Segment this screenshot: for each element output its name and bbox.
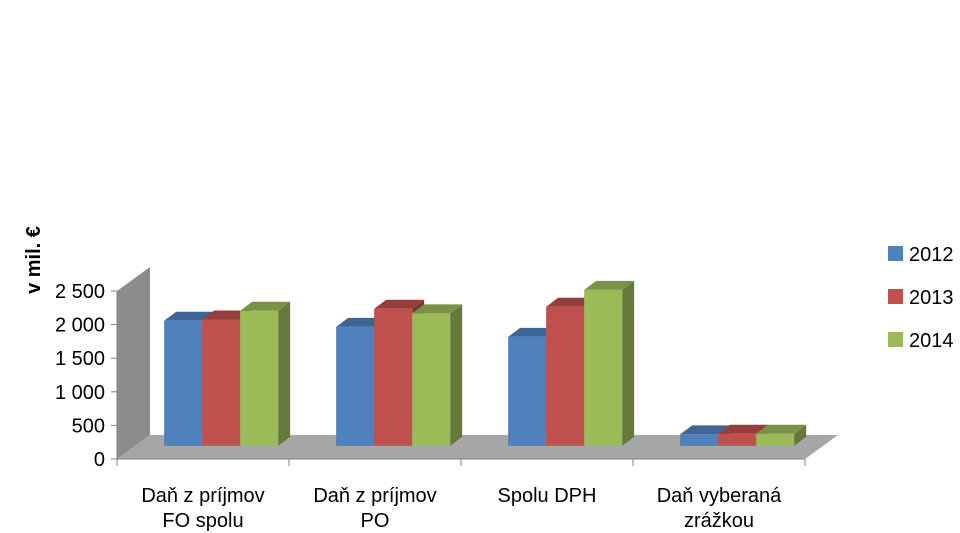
bar-top-face [202,310,253,320]
category-label: Daň vyberaná zrážkou [657,485,782,532]
bar-top-face [164,311,215,321]
chart-axes [111,290,806,466]
bar-top-face [336,317,387,327]
bar-front-face [202,319,241,446]
bar-top-face [680,425,731,435]
bar-top-face [718,424,769,434]
y-tick-label: 1 500 [55,348,105,370]
bar-top-face [374,299,425,309]
bar-2014-3 [756,424,807,446]
y-tick-label: 2 500 [55,281,105,303]
bar-front-face [584,289,623,446]
y-tick-label: 1 000 [55,382,105,404]
bar-top-face [508,327,559,337]
bar-top-face [412,304,463,314]
bar-side-face [450,304,463,446]
legend-label-2013: 2013 [909,287,954,309]
bar-front-face [336,326,375,446]
bar-front-face [412,313,451,446]
legend-swatch-2013 [888,289,903,304]
bar-top-face [756,424,807,434]
side-wall [117,267,150,459]
y-axis-title: v mil. € [23,226,45,294]
floor [117,435,838,459]
legend-label-2014: 2014 [909,330,954,352]
bar-front-face [508,336,547,446]
bar-front-face [718,433,757,446]
y-tick-label: 500 [72,415,105,437]
legend-swatch-2012 [888,246,903,261]
y-tick-label: 2 000 [55,315,105,337]
category-label: Daň z príjmov PO [313,485,436,532]
bar-side-face [278,301,291,446]
bar-top-face [584,280,635,290]
bar-2014-1 [412,304,463,446]
bar-front-face [164,320,203,446]
chart-legend: 2012 2013 2014 [888,244,954,352]
bar-side-face [622,280,635,446]
legend-swatch-2014 [888,332,903,347]
bar-top-face [546,297,597,307]
bar-top-face [240,301,291,311]
bar-2014-2 [584,280,635,446]
chart-bars [164,280,807,446]
category-label: Daň z príjmov FO spolu [141,485,264,532]
bar-front-face [546,306,585,446]
bar-front-face [240,310,279,446]
legend-label-2012: 2012 [909,244,954,266]
category-label: Spolu DPH [498,485,597,507]
bar-front-face [374,308,413,446]
y-tick-label: 0 [94,449,105,471]
bar-2014-0 [240,301,291,446]
bar-side-face [794,424,807,446]
chart-walls [117,267,838,459]
bar-front-face [756,433,795,446]
bar-front-face [680,434,719,446]
chart-labels: 0 500 1 000 1 500 2 000 2 500 Daň z príjmov FO … [55,281,782,532]
